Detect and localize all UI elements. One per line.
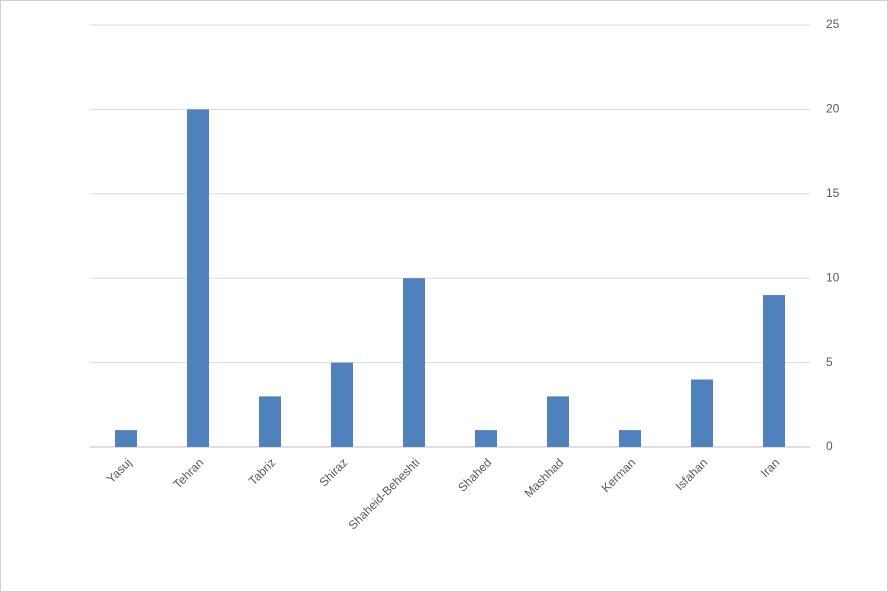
y-tick-label: 10 [826,270,840,284]
bar [619,430,641,447]
bar [187,109,209,448]
bar [331,362,353,447]
bar [403,278,425,447]
y-tick-label: 25 [826,17,840,31]
bar [763,295,785,447]
bar [547,396,569,447]
y-tick-label: 5 [826,355,833,369]
y-tick-label: 15 [826,186,840,200]
bar [115,430,137,447]
y-tick-label: 20 [826,102,840,116]
bar [691,379,713,447]
y-tick-label: 0 [826,439,833,453]
bar [475,430,497,447]
bar [259,396,281,447]
